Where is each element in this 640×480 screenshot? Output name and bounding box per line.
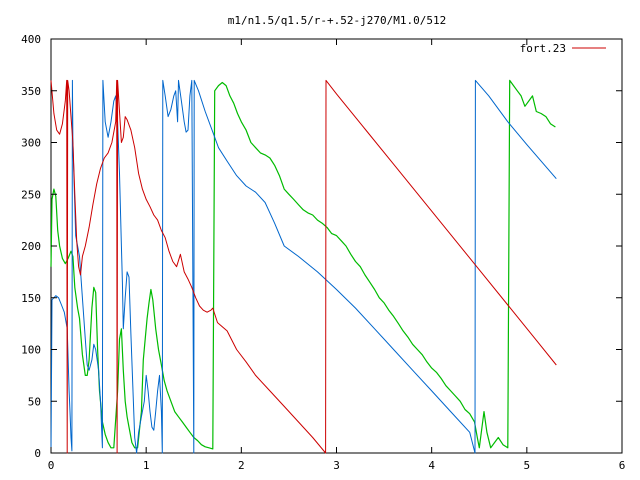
y-tick-label: 400: [21, 33, 41, 46]
series-layer: [50, 79, 557, 454]
y-tick-label: 350: [21, 85, 41, 98]
x-tick-label: 5: [524, 459, 531, 472]
y-tick-label: 200: [21, 240, 41, 253]
legend: fort.23: [520, 42, 606, 55]
y-tick-label: 0: [34, 447, 41, 460]
x-tick-label: 1: [143, 459, 150, 472]
x-tick-label: 6: [619, 459, 626, 472]
series-line-2: [50, 79, 557, 454]
series-line-1: [50, 79, 557, 454]
y-tick-label: 150: [21, 292, 41, 305]
y-tick-label: 250: [21, 188, 41, 201]
legend-label: fort.23: [520, 42, 566, 55]
x-tick-label: 3: [333, 459, 340, 472]
series-line-3: [50, 79, 556, 450]
x-tick-label: 4: [428, 459, 435, 472]
y-tick-label: 300: [21, 137, 41, 150]
y-tick-label: 50: [28, 395, 41, 408]
x-tick-label: 0: [48, 459, 55, 472]
plot-frame: [50, 38, 623, 454]
y-tick-label: 100: [21, 344, 41, 357]
axis-ticks: 0 1 2 3 4 5 6 0 50 100 150 200 250 300 350 400: [21, 33, 625, 472]
x-tick-label: 2: [238, 459, 245, 472]
chart-title: m1/n1.5/q1.5/r-+.52-j270/M1.0/512: [228, 14, 447, 27]
